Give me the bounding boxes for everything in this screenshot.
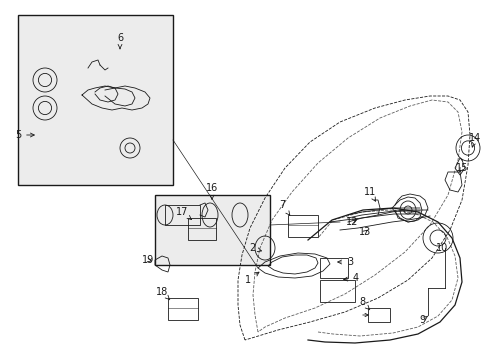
Text: 19: 19 [142,255,154,265]
Bar [155,195,269,265]
Text: 4: 4 [343,273,358,283]
Text: 15: 15 [455,163,467,173]
Bar [164,205,200,225]
Text: 11: 11 [363,187,375,201]
Text: 13: 13 [358,227,370,237]
Text: 17: 17 [176,207,191,220]
Bar [187,218,216,240]
Text: 8: 8 [358,297,369,310]
Text: 1: 1 [244,272,259,285]
Text: 6: 6 [117,33,123,49]
Bar [287,215,317,237]
Text: 12: 12 [345,217,357,227]
Text: 7: 7 [278,200,289,215]
Bar [367,308,389,322]
Text: 2: 2 [248,243,261,253]
Text: 14: 14 [468,133,480,147]
Text: 16: 16 [205,183,218,199]
Bar [18,15,173,185]
Text: 5: 5 [15,130,34,140]
Text: 18: 18 [156,287,169,300]
Bar [168,298,198,320]
Bar [319,280,354,302]
Text: 10: 10 [435,243,447,253]
Bar [319,258,347,278]
Text: 3: 3 [337,257,352,267]
Text: 9: 9 [418,315,427,325]
